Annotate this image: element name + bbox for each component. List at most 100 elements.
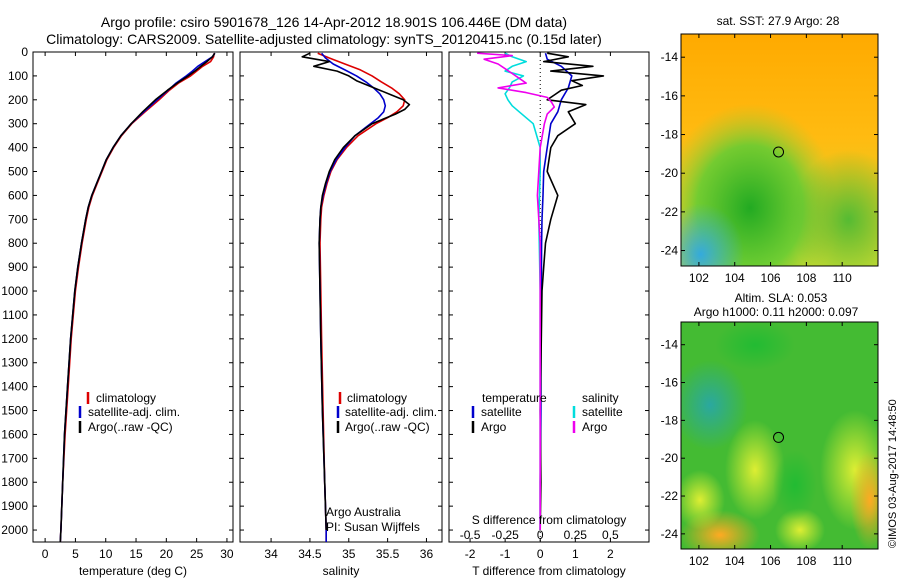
legend-sal-argo-label: Argo [582, 420, 608, 434]
legend-temp-argo-label: Argo [481, 420, 507, 434]
series-line-salinity-satellite [504, 52, 542, 530]
depth-tick-label: 1200 [1, 332, 28, 346]
depth-tick-label: 1900 [1, 499, 28, 513]
legend-temp-satellite-label: satellite [481, 405, 522, 419]
depth-tick-label: 100 [8, 69, 28, 83]
temperature-x-tick-label: 20 [160, 547, 174, 561]
temperature-x-tick-label: 25 [190, 547, 204, 561]
difference-x-axis: -2 -1 0 1 2 -0.5 -0.25 0 0.25 0.5 [460, 52, 619, 561]
lon-tick-label: 104 [725, 554, 745, 568]
depth-tick-label: 300 [8, 117, 28, 131]
sst-map-title: sat. SST: 27.9 Argo: 28 [717, 14, 840, 28]
sla-map-title-2: Argo h1000: 0.11 h2000: 0.097 [694, 305, 859, 319]
difference-t-label: T difference from climatology [472, 564, 626, 578]
depth-tick-label: 900 [8, 260, 28, 274]
legend-temperature-header: temperature [482, 391, 547, 405]
title-line-2: Climatology: CARS2009. Satellite-adjuste… [46, 31, 602, 47]
difference-legend: temperature salinity satellite Argo sate… [471, 391, 623, 434]
title-line-1: Argo profile: csiro 5901678_126 14-Apr-2… [101, 14, 567, 30]
depth-tick-label: 0 [21, 45, 28, 59]
lon-tick-label: 108 [796, 271, 816, 285]
lon-tick-label: 106 [761, 271, 781, 285]
lon-tick-label: 110 [833, 271, 852, 285]
salinity-x-tick-label: 36 [420, 547, 434, 561]
depth-tick-label: 400 [8, 141, 28, 155]
depth-tick-label: 2000 [1, 523, 28, 537]
sla-map-frame [680, 321, 879, 550]
legend-climatology-label: climatology [96, 391, 156, 405]
temperature-x-tick-label: 5 [72, 547, 79, 561]
salinity-series [301, 52, 411, 542]
lon-tick-label: 102 [689, 554, 709, 568]
difference-t-x-tick-label: -1 [500, 547, 511, 561]
difference-s-label: S difference from climatology [472, 513, 627, 527]
series-line-salinity-argo [477, 52, 556, 530]
legend-argo-label: Argo(..raw -QC) [345, 420, 430, 434]
lat-tick-label: -20 [661, 166, 679, 180]
temperature-x-axis: 0 5 10 15 20 25 30 [42, 52, 234, 561]
difference-s-tick-label: -0.25 [491, 528, 519, 542]
lat-tick-label: -24 [661, 244, 679, 258]
depth-tick-label: 500 [8, 165, 28, 179]
depth-tick-label: 1600 [1, 427, 28, 441]
depth-tick-label: 1100 [2, 308, 28, 322]
sla-map: Altim. SLA: 0.053 Argo h1000: 0.11 h2000… [661, 291, 879, 568]
salinity-x-label: salinity [323, 564, 360, 578]
series-line-satellite-adj-clim- [59, 52, 216, 543]
depth-tick-label: 600 [8, 188, 28, 202]
temperature-series [59, 52, 216, 543]
difference-t-x-tick-label: 2 [607, 547, 614, 561]
temperature-x-label: temperature (deg C) [79, 564, 187, 578]
lat-tick-label: -16 [661, 376, 679, 390]
lon-tick-label: 108 [796, 554, 816, 568]
legend-sal-satellite-label: satellite [582, 405, 623, 419]
lon-tick-label: 104 [725, 271, 745, 285]
legend-climatology-label: climatology [347, 391, 407, 405]
depth-tick-label: 800 [8, 236, 28, 250]
depth-tick-label: 1000 [1, 284, 28, 298]
credits-line-1: Argo Australia [326, 505, 401, 519]
difference-t-x-tick-label: -2 [465, 547, 476, 561]
sla-map-axes: -14 -16 -18 -20 -22 -24 102 104 106 108 110 [661, 322, 878, 568]
depth-tick-label: 200 [8, 93, 28, 107]
difference-s-tick-label: 0 [537, 528, 544, 542]
temperature-panel: 0 5 10 15 20 25 30 temperature (deg C) climato… [32, 51, 234, 578]
temperature-x-tick-label: 30 [220, 547, 234, 561]
depth-tick-label: 700 [8, 212, 28, 226]
sst-map-frame [680, 33, 879, 267]
depth-tick-label: 1300 [1, 356, 28, 370]
legend-salinity-header: salinity [582, 391, 619, 405]
legend-satellite-label: satellite-adj. clim. [345, 405, 437, 419]
temperature-x-tick-label: 0 [42, 547, 49, 561]
salinity-panel: 34 34.5 35 35.5 36 salinity climatology sate… [239, 51, 443, 578]
lat-tick-label: -22 [661, 205, 679, 219]
timestamp: ©IMOS 03-Aug-2017 14:48:50 [887, 399, 899, 548]
lat-tick-label: -14 [661, 50, 679, 64]
sst-map: sat. SST: 27.9 Argo: 28 -14-16-18-20-22-… [661, 14, 879, 285]
lat-tick-label: -24 [661, 527, 679, 541]
difference-s-tick-label: 0.5 [602, 528, 619, 542]
difference-s-tick-label: -0.5 [460, 528, 481, 542]
sla-map-field [681, 322, 878, 549]
sst-map-axes: -14 -16 -18 -20 -22 -24 102 104 106 108 110 [661, 34, 878, 285]
series-line-temperature-argo [539, 52, 605, 531]
salinity-x-tick-label: 35.5 [376, 547, 400, 561]
lon-tick-label: 102 [689, 271, 709, 285]
lon-tick-label: 106 [761, 554, 781, 568]
lat-tick-label: -22 [661, 489, 679, 503]
series-line-climatology [59, 53, 215, 543]
depth-axis: 0 100 200 300 400 500 600 700 800 900 1000 1100 1200… [1, 45, 649, 537]
series-line-argo-raw-qc- [59, 52, 216, 543]
difference-t-x-tick-label: 0 [537, 547, 544, 561]
salinity-x-tick-label: 34 [264, 547, 278, 561]
salinity-x-tick-label: 35 [342, 547, 356, 561]
difference-s-tick-label: 0.25 [564, 528, 588, 542]
lat-tick-label: -18 [661, 128, 679, 142]
salinity-x-axis: 34 34.5 35 35.5 36 [264, 52, 433, 561]
series-line-satellite-adj-clim- [318, 52, 387, 542]
depth-tick-label: 1800 [1, 475, 28, 489]
series-line-climatology [317, 52, 406, 542]
lat-tick-label: -18 [661, 413, 679, 427]
temperature-legend: climatology satellite-adj. clim. Argo(..… [78, 391, 180, 434]
